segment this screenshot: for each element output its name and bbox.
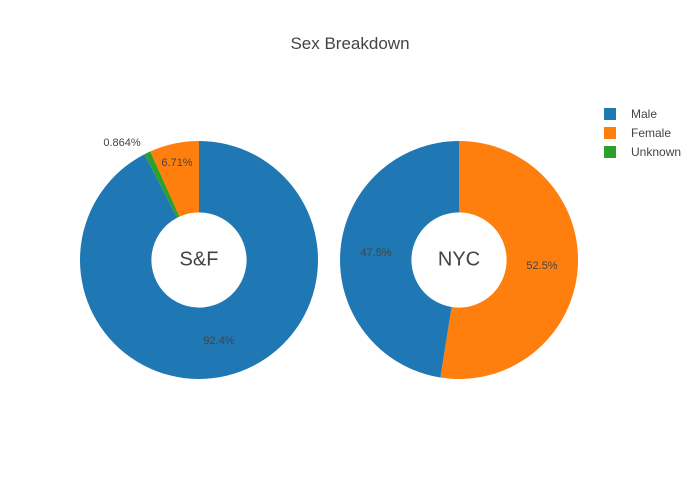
legend-label-unknown: Unknown <box>631 144 682 159</box>
donut-chart-nyc[interactable]: NYC 52.5% 47.5% <box>340 141 578 379</box>
legend: Male Female Unknown <box>604 104 681 161</box>
donut-nyc-slices[interactable] <box>340 141 578 379</box>
donut-chart-sf[interactable]: S&F 92.4% 0.864% 6.71% <box>80 137 318 379</box>
legend-swatch-female <box>604 126 616 139</box>
donut-sf-slices[interactable] <box>80 141 318 379</box>
chart-title: Sex Breakdown <box>290 34 410 53</box>
legend-label-female: Female <box>631 125 672 140</box>
legend-item-male[interactable]: Male <box>604 104 681 123</box>
legend-item-female[interactable]: Female <box>604 123 681 142</box>
legend-swatch-male <box>604 107 616 120</box>
legend-label-male: Male <box>631 106 658 121</box>
legend-item-unknown[interactable]: Unknown <box>604 142 681 161</box>
legend-swatch-unknown <box>604 145 616 158</box>
